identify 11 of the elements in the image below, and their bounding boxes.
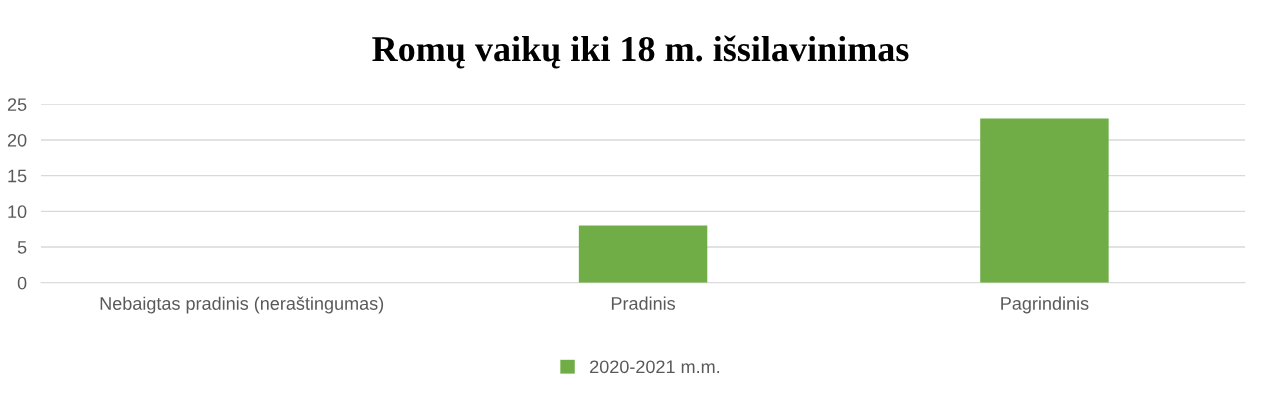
y-tick-label: 25 bbox=[7, 98, 27, 111]
x-tick-label: Pagrindinis bbox=[1001, 296, 1089, 314]
y-tick-label: 5 bbox=[17, 241, 27, 254]
y-tick-label: 10 bbox=[8, 205, 27, 219]
y-tick-label: 20 bbox=[7, 133, 27, 147]
y-tick-label: 0 bbox=[17, 276, 27, 290]
x-tick-label: Nebaigtas pradinis (neraštingumas) bbox=[100, 296, 384, 314]
chart-title: Romų vaikų iki 18 m. išsilavinimas bbox=[372, 35, 909, 69]
y-tick-label: 15 bbox=[8, 169, 27, 183]
legend-label: 2020-2021 m.m. bbox=[590, 360, 720, 374]
x-tick-label: Pradinis bbox=[611, 296, 676, 310]
